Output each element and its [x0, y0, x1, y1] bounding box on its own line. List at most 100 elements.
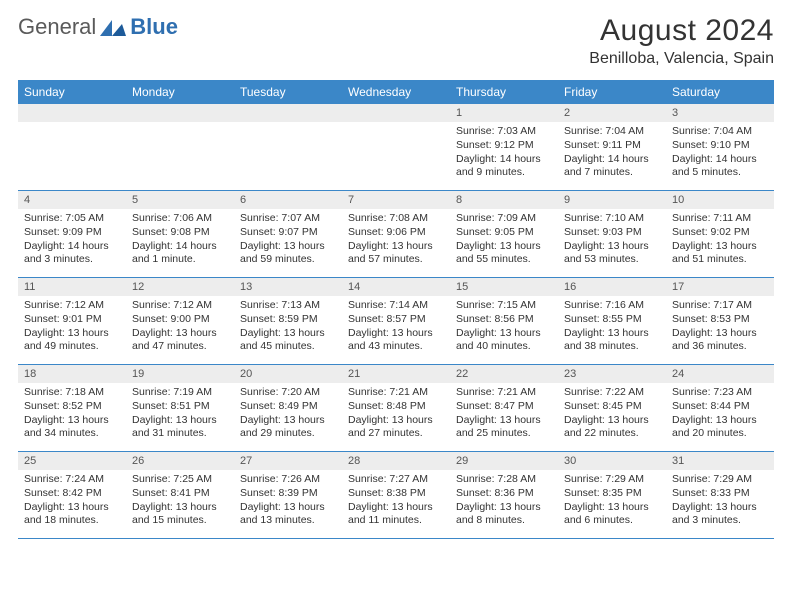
sunset-line: Sunset: 9:06 PM — [348, 226, 444, 240]
day-cell: 26Sunrise: 7:25 AMSunset: 8:41 PMDayligh… — [126, 452, 234, 538]
sunset-line: Sunset: 8:39 PM — [240, 487, 336, 501]
day-cell: 21Sunrise: 7:21 AMSunset: 8:48 PMDayligh… — [342, 365, 450, 451]
day-body: Sunrise: 7:12 AMSunset: 9:00 PMDaylight:… — [126, 296, 234, 358]
sunset-line: Sunset: 9:05 PM — [456, 226, 552, 240]
day-number: 16 — [558, 278, 666, 296]
daylight-line: Daylight: 14 hours and 9 minutes. — [456, 153, 552, 180]
weekday-header: Thursday — [450, 80, 558, 104]
sunrise-line: Sunrise: 7:09 AM — [456, 212, 552, 226]
day-cell: 31Sunrise: 7:29 AMSunset: 8:33 PMDayligh… — [666, 452, 774, 538]
day-number: 6 — [234, 191, 342, 209]
daylight-line: Daylight: 13 hours and 27 minutes. — [348, 414, 444, 441]
sunrise-line: Sunrise: 7:17 AM — [672, 299, 768, 313]
day-number: 29 — [450, 452, 558, 470]
sunset-line: Sunset: 9:11 PM — [564, 139, 660, 153]
day-body: Sunrise: 7:06 AMSunset: 9:08 PMDaylight:… — [126, 209, 234, 271]
day-body: Sunrise: 7:09 AMSunset: 9:05 PMDaylight:… — [450, 209, 558, 271]
sunset-line: Sunset: 8:33 PM — [672, 487, 768, 501]
day-body: Sunrise: 7:07 AMSunset: 9:07 PMDaylight:… — [234, 209, 342, 271]
day-body: Sunrise: 7:05 AMSunset: 9:09 PMDaylight:… — [18, 209, 126, 271]
weeks-container: 1Sunrise: 7:03 AMSunset: 9:12 PMDaylight… — [18, 104, 774, 539]
daylight-line: Daylight: 13 hours and 40 minutes. — [456, 327, 552, 354]
day-body: Sunrise: 7:08 AMSunset: 9:06 PMDaylight:… — [342, 209, 450, 271]
day-number: 24 — [666, 365, 774, 383]
daylight-line: Daylight: 14 hours and 1 minute. — [132, 240, 228, 267]
daylight-line: Daylight: 13 hours and 6 minutes. — [564, 501, 660, 528]
calendar: SundayMondayTuesdayWednesdayThursdayFrid… — [18, 80, 774, 539]
day-body: Sunrise: 7:29 AMSunset: 8:33 PMDaylight:… — [666, 470, 774, 532]
sunrise-line: Sunrise: 7:26 AM — [240, 473, 336, 487]
sunrise-line: Sunrise: 7:06 AM — [132, 212, 228, 226]
sunrise-line: Sunrise: 7:04 AM — [672, 125, 768, 139]
day-cell: 19Sunrise: 7:19 AMSunset: 8:51 PMDayligh… — [126, 365, 234, 451]
sunset-line: Sunset: 9:09 PM — [24, 226, 120, 240]
daylight-line: Daylight: 14 hours and 3 minutes. — [24, 240, 120, 267]
day-number: 10 — [666, 191, 774, 209]
daylight-line: Daylight: 13 hours and 38 minutes. — [564, 327, 660, 354]
day-number — [342, 104, 450, 122]
sunrise-line: Sunrise: 7:25 AM — [132, 473, 228, 487]
day-number: 2 — [558, 104, 666, 122]
sunset-line: Sunset: 8:57 PM — [348, 313, 444, 327]
brand-part1: General — [18, 14, 96, 40]
sunrise-line: Sunrise: 7:19 AM — [132, 386, 228, 400]
sunrise-line: Sunrise: 7:14 AM — [348, 299, 444, 313]
sunset-line: Sunset: 9:12 PM — [456, 139, 552, 153]
sunrise-line: Sunrise: 7:23 AM — [672, 386, 768, 400]
day-number: 26 — [126, 452, 234, 470]
day-cell: 4Sunrise: 7:05 AMSunset: 9:09 PMDaylight… — [18, 191, 126, 277]
day-number: 19 — [126, 365, 234, 383]
sunrise-line: Sunrise: 7:27 AM — [348, 473, 444, 487]
sunrise-line: Sunrise: 7:13 AM — [240, 299, 336, 313]
daylight-line: Daylight: 13 hours and 49 minutes. — [24, 327, 120, 354]
daylight-line: Daylight: 13 hours and 55 minutes. — [456, 240, 552, 267]
weekday-header: Wednesday — [342, 80, 450, 104]
day-number — [234, 104, 342, 122]
sunset-line: Sunset: 9:01 PM — [24, 313, 120, 327]
sunset-line: Sunset: 8:51 PM — [132, 400, 228, 414]
sunrise-line: Sunrise: 7:21 AM — [348, 386, 444, 400]
day-cell: 16Sunrise: 7:16 AMSunset: 8:55 PMDayligh… — [558, 278, 666, 364]
sunset-line: Sunset: 8:42 PM — [24, 487, 120, 501]
day-cell: 28Sunrise: 7:27 AMSunset: 8:38 PMDayligh… — [342, 452, 450, 538]
day-cell: 27Sunrise: 7:26 AMSunset: 8:39 PMDayligh… — [234, 452, 342, 538]
daylight-line: Daylight: 13 hours and 25 minutes. — [456, 414, 552, 441]
day-body: Sunrise: 7:24 AMSunset: 8:42 PMDaylight:… — [18, 470, 126, 532]
day-cell: 3Sunrise: 7:04 AMSunset: 9:10 PMDaylight… — [666, 104, 774, 190]
sunset-line: Sunset: 9:08 PM — [132, 226, 228, 240]
sunset-line: Sunset: 8:47 PM — [456, 400, 552, 414]
daylight-line: Daylight: 13 hours and 45 minutes. — [240, 327, 336, 354]
day-cell: 11Sunrise: 7:12 AMSunset: 9:01 PMDayligh… — [18, 278, 126, 364]
day-body: Sunrise: 7:17 AMSunset: 8:53 PMDaylight:… — [666, 296, 774, 358]
page: General Blue August 2024 Benilloba, Vale… — [0, 0, 792, 539]
day-cell — [126, 104, 234, 190]
brand-triangle-icon — [100, 18, 126, 36]
sunrise-line: Sunrise: 7:12 AM — [24, 299, 120, 313]
sunrise-line: Sunrise: 7:22 AM — [564, 386, 660, 400]
sunrise-line: Sunrise: 7:10 AM — [564, 212, 660, 226]
sunrise-line: Sunrise: 7:15 AM — [456, 299, 552, 313]
day-number — [18, 104, 126, 122]
daylight-line: Daylight: 13 hours and 59 minutes. — [240, 240, 336, 267]
sunrise-line: Sunrise: 7:18 AM — [24, 386, 120, 400]
day-number: 7 — [342, 191, 450, 209]
sunset-line: Sunset: 9:02 PM — [672, 226, 768, 240]
sunset-line: Sunset: 8:41 PM — [132, 487, 228, 501]
daylight-line: Daylight: 14 hours and 5 minutes. — [672, 153, 768, 180]
day-body: Sunrise: 7:04 AMSunset: 9:11 PMDaylight:… — [558, 122, 666, 184]
day-body: Sunrise: 7:28 AMSunset: 8:36 PMDaylight:… — [450, 470, 558, 532]
sunrise-line: Sunrise: 7:24 AM — [24, 473, 120, 487]
day-cell: 2Sunrise: 7:04 AMSunset: 9:11 PMDaylight… — [558, 104, 666, 190]
week-row: 11Sunrise: 7:12 AMSunset: 9:01 PMDayligh… — [18, 278, 774, 365]
day-number: 30 — [558, 452, 666, 470]
sunset-line: Sunset: 8:44 PM — [672, 400, 768, 414]
day-body: Sunrise: 7:12 AMSunset: 9:01 PMDaylight:… — [18, 296, 126, 358]
brand-part2: Blue — [130, 14, 178, 40]
day-body: Sunrise: 7:19 AMSunset: 8:51 PMDaylight:… — [126, 383, 234, 445]
title-block: August 2024 Benilloba, Valencia, Spain — [589, 14, 774, 68]
daylight-line: Daylight: 13 hours and 13 minutes. — [240, 501, 336, 528]
day-number: 25 — [18, 452, 126, 470]
daylight-line: Daylight: 13 hours and 3 minutes. — [672, 501, 768, 528]
day-cell: 24Sunrise: 7:23 AMSunset: 8:44 PMDayligh… — [666, 365, 774, 451]
day-number: 5 — [126, 191, 234, 209]
